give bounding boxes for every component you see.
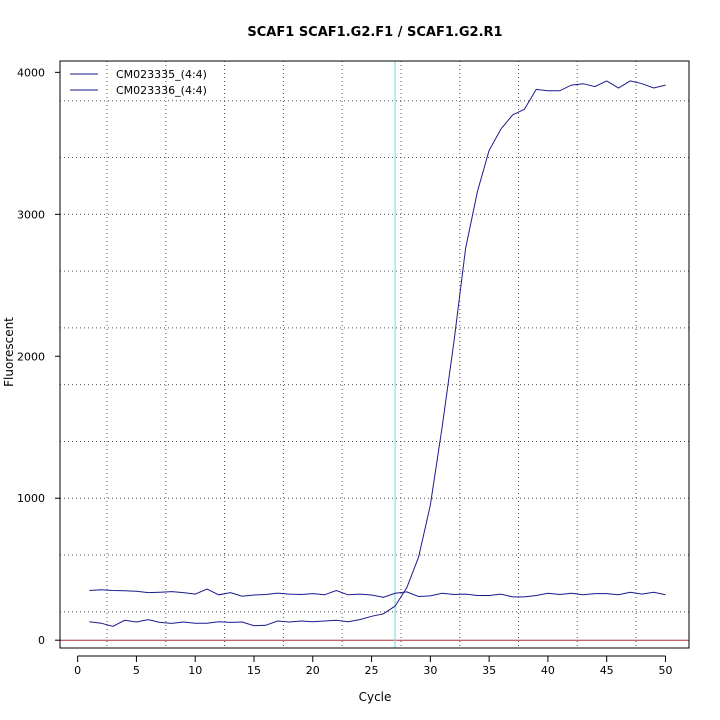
series-line-1 xyxy=(89,588,666,598)
y-tick-label: 2000 xyxy=(17,350,45,363)
x-tick-label: 5 xyxy=(133,664,140,677)
plot-frame xyxy=(59,60,690,649)
legend-label-2: CM023336_(4:4) xyxy=(116,84,207,97)
y-tick-label: 3000 xyxy=(17,208,45,221)
x-tick-label: 45 xyxy=(600,664,614,677)
x-tick-label: 15 xyxy=(247,664,261,677)
x-tick-label: 10 xyxy=(188,664,202,677)
x-tick-label: 0 xyxy=(74,664,81,677)
grid xyxy=(60,61,689,648)
legend-label-1: CM023335_(4:4) xyxy=(116,68,207,81)
x-axis-label: Cycle xyxy=(359,690,392,704)
y-tick-label: 4000 xyxy=(17,66,45,79)
series-line-2 xyxy=(89,80,666,627)
x-tick-label: 30 xyxy=(423,664,437,677)
x-axis: 0 5 10 15 20 25 30 35 40 45 50 xyxy=(74,655,672,677)
chart-title: SCAF1 SCAF1.G2.F1 / SCAF1.G2.R1 xyxy=(247,25,502,40)
legend: CM023335_(4:4) CM023336_(4:4) xyxy=(70,68,207,97)
series-lines xyxy=(89,80,666,627)
reference-lines xyxy=(60,61,689,648)
y-tick-label: 1000 xyxy=(17,492,45,505)
x-tick-label: 35 xyxy=(482,664,496,677)
x-tick-label: 25 xyxy=(365,664,379,677)
x-tick-label: 50 xyxy=(658,664,672,677)
x-tick-label: 40 xyxy=(541,664,555,677)
y-tick-label: 0 xyxy=(38,634,45,647)
y-axis: 0 1000 2000 3000 4000 xyxy=(17,66,61,647)
x-tick-label: 20 xyxy=(306,664,320,677)
y-axis-label: Fluorescent xyxy=(2,317,16,387)
